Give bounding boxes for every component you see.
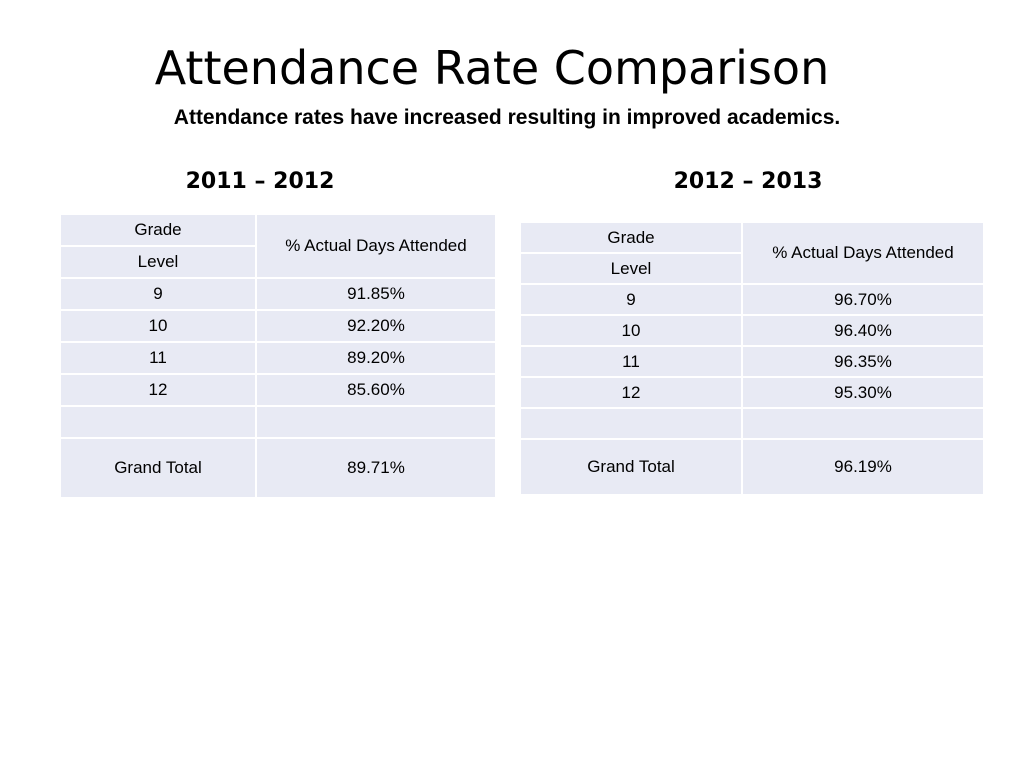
grand-total-value: 89.71% <box>255 437 497 499</box>
table-row: 11 89.20% <box>59 341 497 375</box>
table-row: 9 96.70% <box>519 283 985 316</box>
grand-total-label: Grand Total <box>519 438 743 496</box>
grand-total-row: Grand Total 89.71% <box>59 437 497 499</box>
rate-cell: 96.35% <box>741 345 985 378</box>
table-row: 12 85.60% <box>59 373 497 407</box>
grand-total-value: 96.19% <box>741 438 985 496</box>
grand-total-label: Grand Total <box>59 437 257 499</box>
table-row: 11 96.35% <box>519 345 985 378</box>
attendance-table-2012-2013: Grade % Actual Days Attended Level 9 96.… <box>519 221 985 496</box>
table-row: 10 96.40% <box>519 314 985 347</box>
grade-cell: 10 <box>519 314 743 347</box>
grade-cell: 11 <box>519 345 743 378</box>
metric-header-cell: % Actual Days Attended <box>255 213 497 279</box>
table-row: 12 95.30% <box>519 376 985 409</box>
grade-cell: 12 <box>59 373 257 407</box>
rate-cell: 96.70% <box>741 283 985 316</box>
rate-cell: 96.40% <box>741 314 985 347</box>
table-row: 9 91.85% <box>59 277 497 311</box>
slide-subtitle: Attendance rates have increased resultin… <box>173 106 841 129</box>
grade-cell: 9 <box>59 277 257 311</box>
table-header-row: Grade % Actual Days Attended <box>519 221 985 285</box>
grade-header-cell: Grade <box>519 221 743 254</box>
grand-total-row: Grand Total 96.19% <box>519 438 985 496</box>
table-header-row: Grade % Actual Days Attended <box>59 213 497 279</box>
rate-cell <box>741 407 985 440</box>
table-row: 10 92.20% <box>59 309 497 343</box>
table-row-empty <box>519 407 985 440</box>
slide-title: Attendance Rate Comparison <box>154 41 830 95</box>
rate-cell: 95.30% <box>741 376 985 409</box>
rate-cell <box>255 405 497 439</box>
year-heading-2011-2012: 2011 – 2012 <box>185 169 335 194</box>
rate-cell: 89.20% <box>255 341 497 375</box>
level-header-cell: Level <box>59 245 257 279</box>
grade-cell: 12 <box>519 376 743 409</box>
grade-cell <box>59 405 257 439</box>
table-row-empty <box>59 405 497 439</box>
table-header-row: Level <box>519 252 984 285</box>
rate-cell: 91.85% <box>255 277 497 311</box>
rate-cell: 92.20% <box>255 309 497 343</box>
grade-header-cell: Grade <box>59 213 257 247</box>
year-heading-2012-2013: 2012 – 2013 <box>673 169 823 194</box>
grade-cell <box>519 407 743 440</box>
table-header-row: Level <box>59 245 496 279</box>
metric-header-cell: % Actual Days Attended <box>741 221 985 285</box>
grade-cell: 11 <box>59 341 257 375</box>
grade-cell: 10 <box>59 309 257 343</box>
attendance-table-2011-2012: Grade % Actual Days Attended Level 9 91.… <box>59 213 497 499</box>
grade-cell: 9 <box>519 283 743 316</box>
rate-cell: 85.60% <box>255 373 497 407</box>
level-header-cell: Level <box>519 252 743 285</box>
